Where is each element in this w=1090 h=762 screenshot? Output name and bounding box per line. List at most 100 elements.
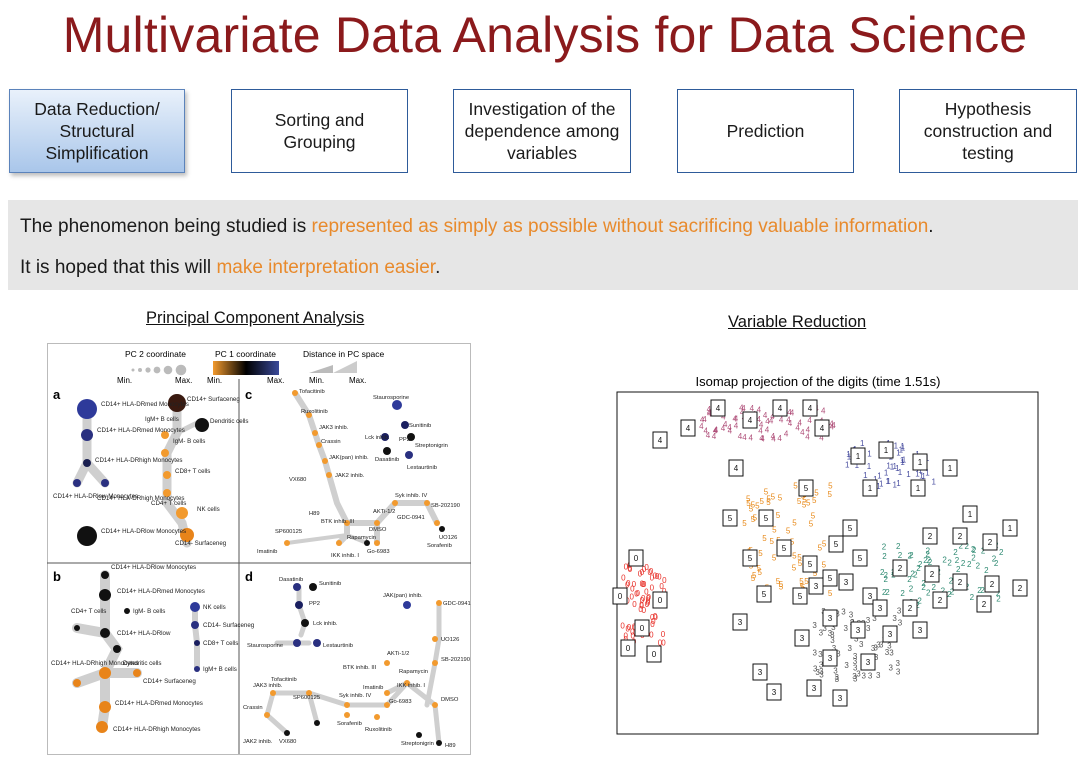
- isomap-point: 1: [915, 470, 920, 479]
- isomap-point: 2: [885, 588, 890, 597]
- banner-line-1-text: The phenomenon being studied is: [20, 216, 312, 237]
- isomap-thumbnail-digit: 2: [958, 578, 963, 587]
- isomap-point: 3: [853, 663, 858, 672]
- isomap-point: 2: [898, 551, 903, 560]
- isomap-point: 3: [876, 640, 881, 649]
- isomap-point: 3: [866, 624, 871, 633]
- tab-data-reduction[interactable]: Data Reduction/ Structural Simplificatio…: [9, 89, 185, 173]
- isomap-thumbnail-digit: 4: [734, 464, 739, 473]
- tab-sorting-grouping[interactable]: Sorting and Grouping: [231, 89, 408, 173]
- label-b1: CD14+ HLA-DRlow Monocytes: [111, 564, 196, 571]
- isomap-point: 3: [892, 614, 897, 623]
- isomap-point: 5: [742, 519, 747, 528]
- label-c15: Syk inhib. IV: [395, 493, 427, 499]
- isomap-point: 3: [853, 652, 858, 661]
- legend-dist: Distance in PC space: [303, 349, 385, 359]
- label-c13: Dasatinib: [375, 457, 399, 463]
- isomap-point: 5: [809, 520, 814, 529]
- label-d27: Streptonigrin: [401, 741, 434, 747]
- isomap-thumbnail-digit: 2: [1018, 584, 1023, 593]
- pca-heading: Principal Component Analysis: [146, 309, 364, 328]
- isomap-thumbnail-digit: 5: [782, 544, 787, 553]
- label-c6: VX680: [289, 477, 306, 483]
- isomap-point: 4: [807, 416, 812, 425]
- isomap-point: 4: [721, 424, 726, 433]
- page-title: Multivariate Data Analysis for Data Scie…: [0, 6, 1090, 64]
- banner-line-2-highlight: make interpretation easier: [216, 257, 435, 278]
- label-d14: IKK inhib. I: [397, 683, 425, 689]
- isomap-thumbnail-digit: 2: [908, 604, 913, 613]
- isomap-point: 3: [876, 671, 881, 680]
- isomap-point: 4: [790, 408, 795, 417]
- isomap-point: 2: [909, 551, 914, 560]
- isomap-point: 3: [889, 664, 894, 673]
- isomap-thumbnail-digit: 1: [918, 458, 923, 467]
- isomap-thumbnail-digit: 5: [858, 554, 863, 563]
- label-c4: Crassin: [321, 439, 341, 445]
- tab-hypothesis[interactable]: Hypothesis construction and testing: [899, 89, 1077, 173]
- isomap-thumbnail-digit: 2: [898, 564, 903, 573]
- isomap-point: 5: [792, 518, 797, 527]
- label-d7: JAK(pan) inhib.: [383, 593, 423, 599]
- isomap-point: 5: [802, 496, 807, 505]
- isomap-point: 5: [792, 552, 797, 561]
- label-a11: CD8+ T cells: [175, 468, 210, 475]
- isomap-point: 4: [779, 416, 784, 425]
- isomap-point: 5: [798, 559, 803, 568]
- isomap-point: 1: [867, 462, 872, 471]
- label-c21: DMSO: [369, 527, 387, 533]
- isomap-point: 1: [877, 472, 882, 481]
- isomap-point: 2: [953, 548, 958, 557]
- isomap-thumbnail-digit: 0: [618, 592, 623, 601]
- label-c25: Rapamycin: [347, 535, 376, 541]
- label-c3: JAK3 inhib.: [319, 425, 349, 431]
- isomap-point: 0: [646, 599, 651, 608]
- isomap-thumbnail-digit: 2: [938, 596, 943, 605]
- isomap-point: 5: [762, 534, 767, 543]
- label-c12: Streptonigrin: [415, 443, 448, 449]
- isomap-thumbnail-digit: 4: [716, 404, 721, 413]
- isomap-thumbnail-digit: 3: [828, 614, 833, 623]
- label-c26: Go-6983: [367, 549, 390, 555]
- isomap-thumbnail-digit: 2: [988, 538, 993, 547]
- label-d12: BTK inhib. III: [343, 665, 377, 671]
- label-b5: CD14+ HLA-DRlow: [117, 630, 171, 637]
- isomap-point: 1: [886, 462, 891, 471]
- label-a2: CD14+ HLA-DRmed Monocytes: [97, 427, 185, 434]
- tab-dependence[interactable]: Investigation of the dependence among va…: [453, 89, 631, 173]
- isomap-thumbnail-digit: 5: [748, 554, 753, 563]
- isomap-point: 5: [814, 489, 819, 498]
- label-d19: Syk inhib. IV: [339, 693, 371, 699]
- isomap-point: 0: [620, 622, 625, 631]
- tab-prediction[interactable]: Prediction: [677, 89, 854, 173]
- isomap-point: 2: [984, 566, 989, 575]
- isomap-point: 3: [896, 668, 901, 677]
- label-c5: JAK(pan) inhib.: [329, 455, 369, 461]
- label-c16: AKTi-1/2: [373, 509, 395, 515]
- isomap-point: 5: [753, 514, 758, 523]
- label-c27: Sorafenib: [427, 543, 452, 549]
- isomap-point: 0: [651, 617, 656, 626]
- isomap-point: 1: [896, 479, 901, 488]
- isomap-thumbnail-digit: 5: [762, 590, 767, 599]
- label-c2: Ruxolitinib: [301, 409, 328, 415]
- isomap-point: 5: [778, 494, 783, 503]
- legend-dist-min: Min.: [309, 376, 324, 385]
- isomap-thumbnail-digit: 4: [778, 404, 783, 413]
- isomap-point: 4: [742, 433, 747, 442]
- label-c29: IKK inhib. I: [331, 553, 359, 559]
- label-c19: H89: [309, 511, 320, 517]
- isomap-point: 3: [898, 618, 903, 627]
- label-d21: DMSO: [441, 697, 459, 703]
- isomap-point: 2: [918, 560, 923, 569]
- isomap-point: 2: [994, 559, 999, 568]
- isomap-thumbnail-digit: 3: [812, 684, 817, 693]
- label-d6: Lestaurtinib: [323, 643, 353, 649]
- isomap-thumbnail-digit: 0: [634, 554, 639, 563]
- isomap-point: 4: [777, 434, 782, 443]
- isomap-point: 1: [886, 477, 891, 486]
- isomap-point: 5: [760, 497, 765, 506]
- isomap-thumbnail-digit: 3: [868, 592, 873, 601]
- isomap-point: 4: [830, 423, 835, 432]
- isomap-point: 2: [932, 583, 937, 592]
